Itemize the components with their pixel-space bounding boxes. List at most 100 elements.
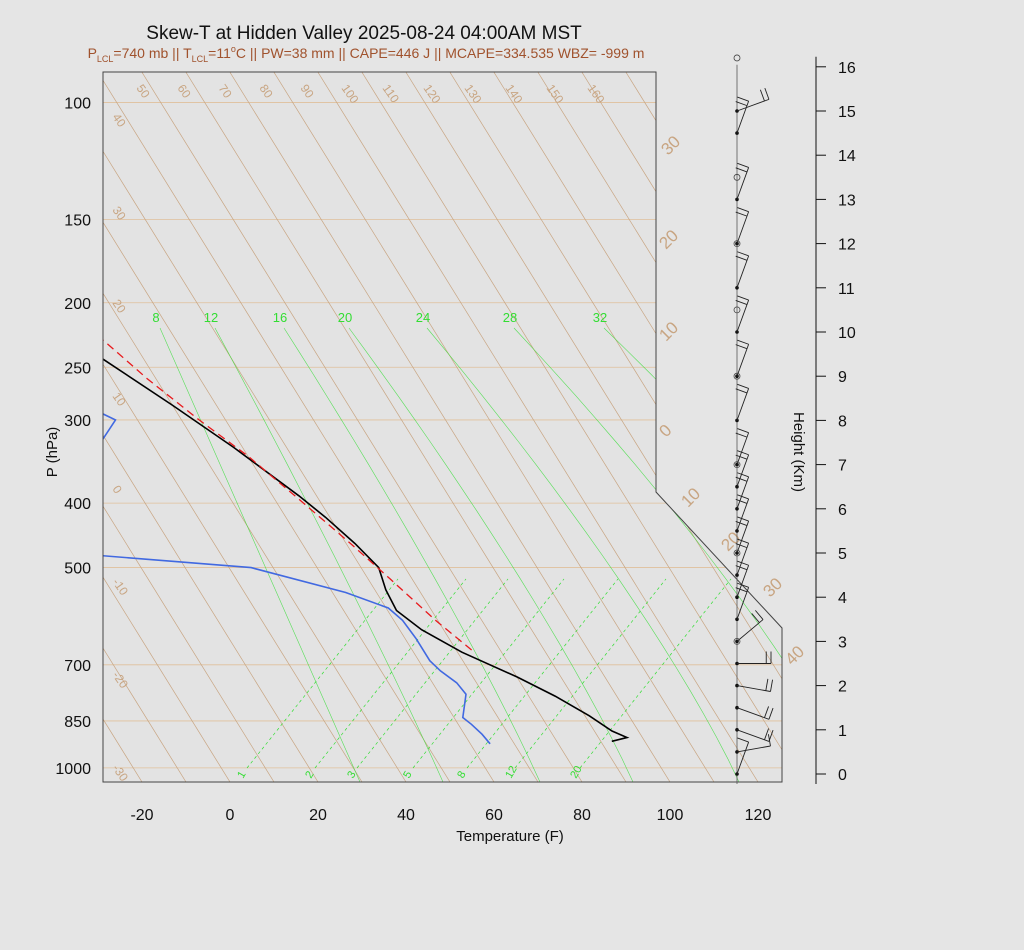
wind-barb-flag [764, 87, 770, 100]
wind-barb-flag [764, 706, 770, 718]
isotherm-line [103, 72, 539, 782]
calm-circle [733, 54, 741, 62]
wind-barb-staff [736, 520, 750, 554]
mixing-ratio-label: 1 [235, 769, 248, 780]
big-isotherm-label: 10 [655, 318, 682, 345]
isotherm-line [361, 72, 782, 782]
plot-area [103, 72, 782, 782]
x-tick-label: -20 [130, 807, 153, 824]
height-tick-label: 5 [838, 546, 847, 563]
chart-title: Skew-T at Hidden Valley 2025-08-24 04:00… [146, 23, 582, 44]
wind-barb-flag [737, 450, 749, 456]
isotherm-line [103, 72, 187, 782]
y-tick-label: 300 [64, 413, 91, 430]
wind-barb-flag [770, 679, 774, 692]
wind-barb-staff [736, 542, 750, 576]
wind-barb-staff [736, 685, 771, 692]
temperature-profile [103, 102, 630, 743]
y-tick-label: 100 [64, 95, 91, 112]
wind-barb-staff [736, 476, 750, 509]
isotherm-line [317, 72, 759, 782]
wind-barb-staff [736, 707, 770, 720]
wind-barb-flag [735, 432, 748, 438]
y-tick-label: 200 [64, 296, 91, 313]
parcel-profile [103, 302, 473, 651]
moist-adiabat-line [214, 327, 444, 782]
mixing-ratio-label: 12 [503, 764, 520, 781]
chart-subtitle: PLCL=740 mb || TLCL=11oC || PW=38 mm || … [88, 44, 645, 64]
height-tick-label: 15 [838, 104, 856, 121]
x-tick-label: 40 [397, 807, 415, 824]
moist-adiabat-line [513, 327, 782, 782]
wind-barb-staff [736, 498, 750, 532]
wind-point [735, 418, 739, 423]
isotherm-line [141, 72, 583, 782]
wind-barb-flag [735, 454, 748, 460]
wind-barb-staff [736, 745, 771, 753]
wind-barb-staff [736, 587, 750, 620]
mixing-ratio-line [412, 578, 565, 769]
mixing-ratio-line [246, 578, 399, 769]
wind-barb-flag [735, 587, 748, 593]
y-tick-label: 700 [64, 658, 91, 675]
mixing-ratio-lines [246, 578, 732, 769]
mixing-ratio-line [514, 578, 667, 769]
dewpoint-profile [103, 102, 491, 745]
wind-barb-flag [737, 96, 749, 102]
wind-barb-flag [737, 494, 749, 500]
height-tick-label: 11 [838, 281, 855, 298]
calm-circle [733, 173, 741, 181]
wind-barb-staff [736, 167, 750, 200]
moist-adiabat-label: 28 [503, 310, 517, 325]
height-tick-label: 6 [838, 502, 847, 519]
big-isotherm-label: 0 [655, 421, 675, 441]
wind-barb-flag [735, 101, 748, 107]
big-isotherm-label: 40 [781, 642, 808, 669]
wind-barb-flag [737, 428, 749, 434]
wind-barb-staff [736, 98, 770, 112]
isotherm-line [103, 72, 319, 782]
moist-adiabat-line [426, 327, 740, 782]
wind-point [735, 462, 739, 467]
wind-barb-flag [768, 729, 774, 742]
x-tick-label: 120 [745, 807, 772, 824]
wind-barb-flag [737, 472, 749, 478]
moist-adiabat-label: 32 [593, 310, 607, 325]
wind-barb-staff [736, 388, 750, 421]
wind-barb-flag [751, 613, 760, 623]
wind-barb-flag [737, 339, 749, 345]
height-tick-label: 3 [838, 634, 847, 651]
moist-adiabat-line [348, 327, 634, 782]
profiles [103, 102, 630, 745]
wind-barb-staff [736, 344, 750, 377]
wind-barb-staff [736, 299, 750, 333]
x-tick-label: 60 [485, 807, 503, 824]
y-axis-label: P (hPa) [44, 427, 61, 478]
mixing-ratio-label: 8 [455, 769, 468, 780]
wind-barb-staff [736, 211, 750, 244]
isotherm-line [103, 72, 451, 782]
wind-barb-flag [735, 299, 748, 305]
calm-circle [733, 372, 741, 380]
height-tick-label: 13 [838, 192, 856, 209]
isotherm-line [103, 72, 495, 782]
wind-barb-flag [759, 89, 765, 102]
mixing-ratio-line [314, 578, 467, 769]
wind-barb-flag [735, 565, 748, 571]
wind-barb-staff [736, 729, 770, 742]
y-tick-label: 400 [64, 496, 91, 513]
wind-barb-flag [735, 498, 748, 504]
wind-barb-staff [736, 432, 750, 465]
wind-barb-flag [754, 610, 764, 620]
wind-barb-flag [737, 538, 749, 544]
isotherm-line [229, 72, 671, 782]
isotherm-line [185, 72, 627, 782]
calm-circle [733, 549, 741, 557]
wind-barb-flag [737, 737, 749, 743]
wind-barb-flag [735, 344, 748, 350]
wind-barb-staff [736, 454, 750, 487]
big-isotherm-label: 30 [657, 132, 684, 159]
wind-barb-staff [736, 619, 764, 642]
